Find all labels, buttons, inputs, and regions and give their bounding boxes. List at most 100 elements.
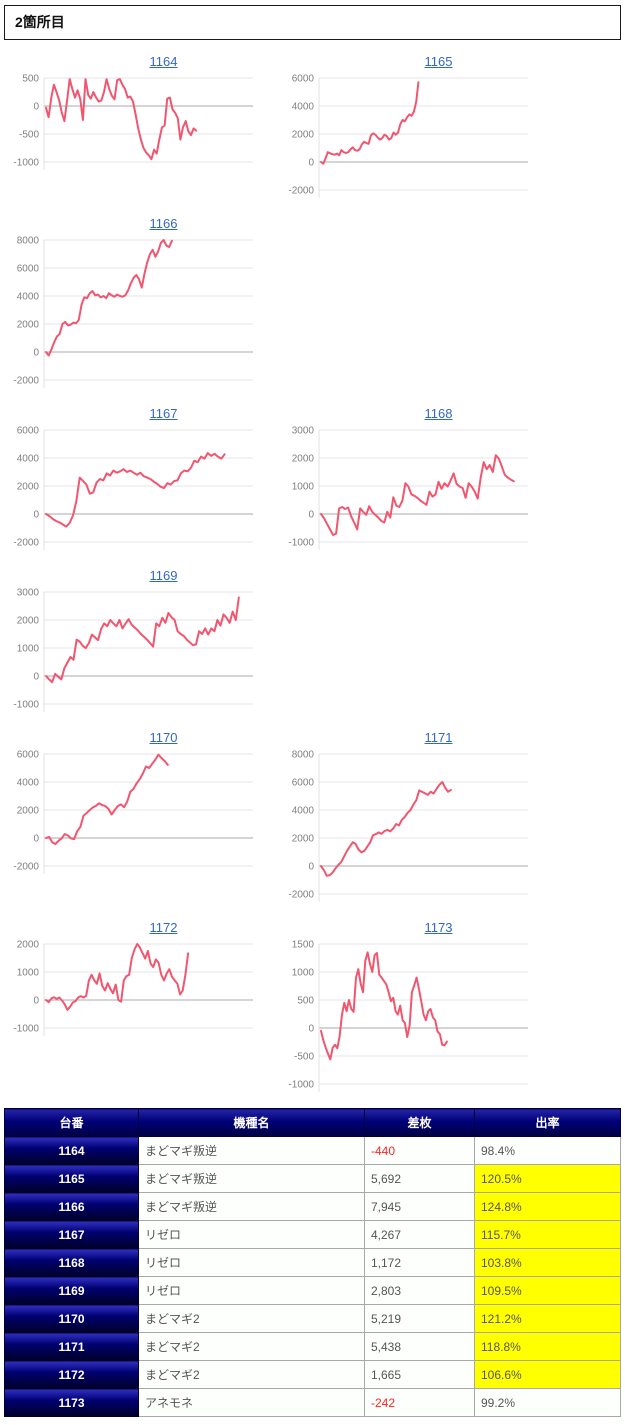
chart-1173: 1173 1500 1000 500 0 -500 -1000 — [283, 920, 558, 1096]
y-tick-label: 0 — [33, 510, 39, 521]
y-tick-label: 2000 — [17, 320, 40, 331]
y-tick-label: -500 — [19, 130, 39, 141]
diff-medals-cell: -242 — [364, 1388, 475, 1417]
chart-link-1171[interactable]: 1171 — [424, 730, 453, 745]
column-header-machine-number: 台番 — [4, 1108, 139, 1137]
diff-medals-cell: 4,267 — [364, 1220, 475, 1249]
empty-chart-slot — [283, 216, 558, 392]
table-row-1164: 1164 まどマギ叛逆 -440 98.4% — [4, 1136, 621, 1165]
payout-line-series — [45, 452, 226, 528]
chart-1172: 1172 2000 1000 0 -1000 — [8, 920, 283, 1096]
y-tick-label: 4000 — [292, 806, 315, 817]
payout-line-series — [320, 781, 452, 877]
chart-link-1173[interactable]: 1173 — [424, 920, 453, 935]
y-tick-label: -1000 — [13, 158, 39, 169]
table-row-1168: 1168 リゼロ 1,172 103.8% — [4, 1248, 621, 1277]
chart-plot-1164: 500 0 -500 -1000 — [13, 74, 253, 170]
table-row-1173: 1173 アネモネ -242 99.2% — [4, 1388, 621, 1417]
y-tick-label: 0 — [33, 348, 39, 359]
chart-plot-1166: 8000 6000 4000 2000 0 -2000 — [13, 236, 253, 388]
y-tick-label: 2000 — [17, 940, 40, 951]
page-title: 2箇所目 — [4, 5, 621, 40]
chart-link-1165[interactable]: 1165 — [424, 54, 453, 69]
y-tick-label: -1000 — [288, 538, 314, 549]
diff-medals-cell: 2,803 — [364, 1276, 475, 1305]
model-name-cell: まどマギ叛逆 — [138, 1192, 365, 1221]
y-tick-label: -2000 — [288, 186, 314, 197]
y-tick-label: 2000 — [292, 130, 315, 141]
y-tick-label: -2000 — [288, 890, 314, 901]
machine-number-cell: 1173 — [4, 1388, 139, 1417]
model-name-cell: まどマギ2 — [138, 1304, 365, 1333]
chart-link-1170[interactable]: 1170 — [149, 730, 178, 745]
y-tick-label: 0 — [308, 510, 314, 521]
y-tick-label: 500 — [22, 74, 39, 85]
chart-link-1172[interactable]: 1172 — [149, 920, 178, 935]
y-tick-label: 3000 — [292, 426, 315, 437]
chart-link-1167[interactable]: 1167 — [149, 406, 178, 421]
y-tick-label: 1000 — [292, 482, 315, 493]
chart-plot-1171: 8000 6000 4000 2000 0 -2000 — [288, 750, 528, 902]
diff-medals-cell: 7,945 — [364, 1192, 475, 1221]
y-tick-label: 2000 — [292, 454, 315, 465]
chart-plot-1167: 6000 4000 2000 0 -2000 — [13, 426, 253, 550]
machine-number-cell: 1165 — [4, 1164, 139, 1193]
diff-medals-cell: 1,665 — [364, 1360, 475, 1389]
machine-number-cell: 1167 — [4, 1220, 139, 1249]
y-tick-label: 6000 — [292, 74, 315, 85]
chart-plot-1168: 3000 2000 1000 0 -1000 — [288, 426, 528, 550]
chart-1166: 1166 8000 6000 4000 2000 0 -2000 — [8, 216, 283, 392]
y-tick-label: 6000 — [17, 264, 40, 275]
payout-rate-cell: 98.4% — [474, 1136, 621, 1165]
model-name-cell: リゼロ — [138, 1276, 365, 1305]
y-tick-label: 3000 — [17, 588, 40, 599]
y-tick-label: 8000 — [292, 750, 315, 761]
chart-1167: 1167 6000 4000 2000 0 -2000 — [8, 406, 283, 554]
model-name-cell: リゼロ — [138, 1248, 365, 1277]
y-tick-label: -1000 — [13, 700, 39, 711]
machine-number-cell: 1164 — [4, 1136, 139, 1165]
chart-plot-1165: 6000 4000 2000 0 -2000 — [288, 74, 528, 198]
y-tick-label: 0 — [308, 862, 314, 873]
chart-plot-1170: 6000 4000 2000 0 -2000 — [13, 750, 253, 874]
machine-number-cell: 1172 — [4, 1360, 139, 1389]
payout-rate-cell: 120.5% — [474, 1164, 621, 1193]
y-tick-label: 1000 — [292, 968, 315, 979]
payout-line-series — [320, 951, 448, 1061]
machine-number-cell: 1169 — [4, 1276, 139, 1305]
y-tick-label: 2000 — [17, 806, 40, 817]
payout-line-series — [320, 81, 420, 165]
diff-medals-cell: 5,219 — [364, 1304, 475, 1333]
chart-link-1164[interactable]: 1164 — [149, 54, 178, 69]
chart-link-1168[interactable]: 1168 — [424, 406, 453, 421]
payout-rate-cell: 109.5% — [474, 1276, 621, 1305]
chart-1164: 1164 500 0 -500 -1000 — [8, 54, 283, 202]
model-name-cell: まどマギ叛逆 — [138, 1136, 365, 1165]
y-tick-label: -500 — [294, 1052, 314, 1063]
payout-line-series — [45, 753, 169, 845]
y-tick-label: 1000 — [17, 968, 40, 979]
payout-line-series — [45, 78, 198, 161]
chart-1171: 1171 8000 6000 4000 2000 0 -2000 — [283, 730, 558, 906]
y-tick-label: 2000 — [292, 834, 315, 845]
table-row-1171: 1171 まどマギ2 5,438 118.8% — [4, 1332, 621, 1361]
chart-link-1166[interactable]: 1166 — [149, 216, 178, 231]
empty-chart-slot — [283, 568, 558, 716]
y-tick-label: -2000 — [13, 376, 39, 387]
y-tick-label: -2000 — [13, 862, 39, 873]
y-tick-label: 2000 — [17, 482, 40, 493]
chart-plot-1172: 2000 1000 0 -1000 — [13, 940, 253, 1036]
column-header-payout-rate: 出率 — [474, 1108, 621, 1137]
chart-link-1169[interactable]: 1169 — [149, 568, 178, 583]
diff-medals-cell: -440 — [364, 1136, 475, 1165]
y-tick-label: 4000 — [292, 102, 315, 113]
y-tick-label: 6000 — [292, 778, 315, 789]
y-tick-label: 4000 — [17, 778, 40, 789]
y-tick-label: 8000 — [17, 236, 40, 247]
y-tick-label: 1000 — [17, 644, 40, 655]
y-tick-label: 4000 — [17, 292, 40, 303]
chart-1165: 1165 6000 4000 2000 0 -2000 — [283, 54, 558, 202]
table-header-row: 台番 機種名 差枚 出率 — [4, 1108, 621, 1137]
payout-line-series — [45, 943, 190, 1011]
table-row-1172: 1172 まどマギ2 1,665 106.6% — [4, 1360, 621, 1389]
